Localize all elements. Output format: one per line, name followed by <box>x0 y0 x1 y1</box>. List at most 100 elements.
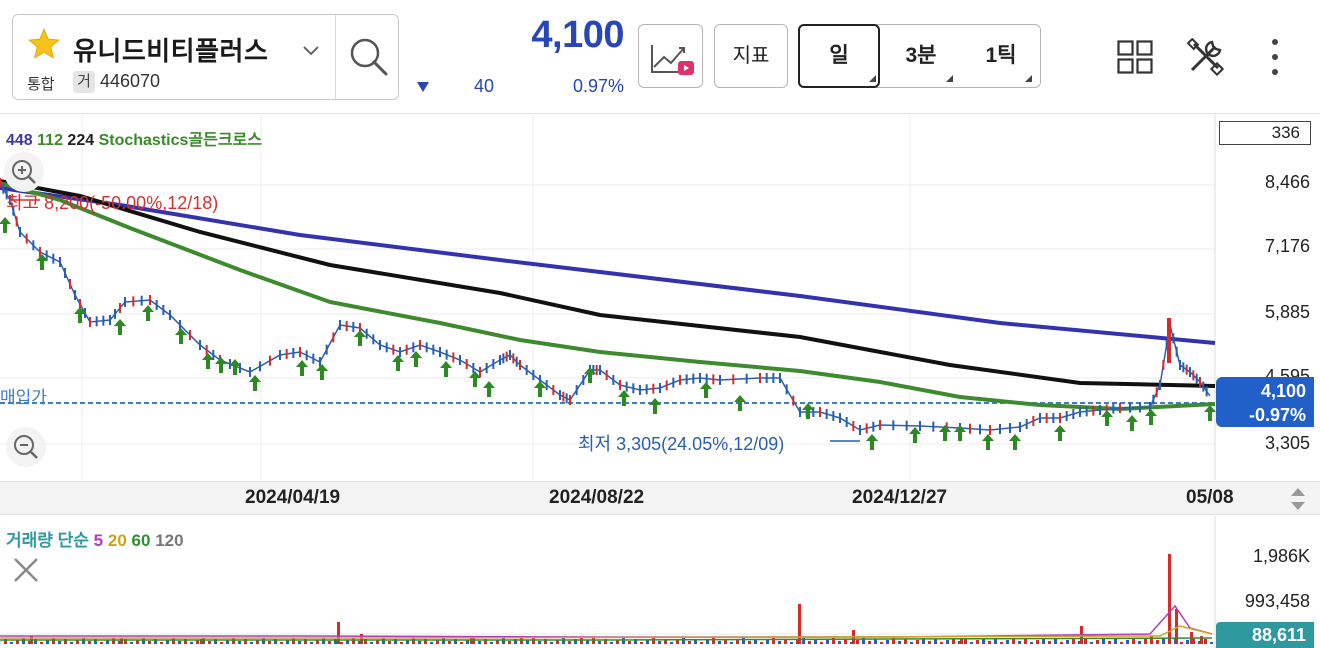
volume-bar <box>802 638 805 644</box>
volume-bar <box>628 641 631 644</box>
star-icon[interactable] <box>27 27 61 61</box>
candle-count[interactable]: 336 <box>1219 121 1311 145</box>
candle <box>149 295 151 305</box>
volume-bar <box>1000 642 1003 644</box>
volume-bar <box>1036 640 1039 644</box>
candle <box>819 407 821 417</box>
volume-bar <box>370 642 373 644</box>
signal-arrow <box>649 398 661 414</box>
candle <box>419 340 421 350</box>
candle <box>179 320 181 330</box>
y-tick-label: 5,885 <box>1264 302 1310 322</box>
code-badge: 거 <box>73 71 95 93</box>
volume-bar <box>778 641 781 644</box>
divider <box>335 15 336 99</box>
volume-bar <box>120 638 123 644</box>
volume-bar <box>1198 641 1201 644</box>
volume-bar <box>1144 639 1147 644</box>
candle <box>512 353 515 364</box>
volume-bar <box>916 640 919 644</box>
tools-icon[interactable] <box>1186 38 1224 76</box>
volume-bar <box>1084 639 1087 644</box>
candle <box>259 361 261 372</box>
stock-name[interactable]: 유니드비티플러스 <box>73 36 269 66</box>
volume-bar <box>790 642 793 644</box>
current-price-value: 4,100 <box>1260 381 1306 401</box>
zoom-out-button[interactable] <box>6 427 46 467</box>
volume-bar <box>838 641 841 644</box>
more-vertical-icon[interactable] <box>1265 36 1285 80</box>
price-chart[interactable] <box>0 114 1320 482</box>
candle <box>2 183 5 194</box>
indicator-button[interactable]: 지표 <box>714 24 788 88</box>
volume-bar <box>430 642 433 644</box>
volume-bar <box>1096 640 1099 644</box>
candle <box>1165 340 1168 350</box>
candle <box>545 380 548 390</box>
volume-bar <box>256 640 259 644</box>
candle <box>249 367 251 377</box>
signal-arrow <box>1009 434 1021 450</box>
stock-selector[interactable]: 유니드비티플러스 통합 거 446070 <box>12 14 399 100</box>
volume-bar <box>1204 639 1207 644</box>
signal-arrow <box>618 390 630 406</box>
volume-ma120: 120 <box>155 531 184 550</box>
candle <box>1167 318 1171 363</box>
volume-bar <box>670 642 673 644</box>
x-axis[interactable] <box>0 481 1320 515</box>
candle <box>1025 419 1028 429</box>
candle <box>979 424 981 435</box>
volume-bar <box>1102 638 1105 644</box>
candle <box>39 247 41 257</box>
volume-bar <box>580 638 583 644</box>
candle <box>52 253 55 264</box>
search-icon[interactable] <box>347 35 391 79</box>
volume-bar <box>268 641 271 644</box>
volume-bar <box>1210 642 1213 644</box>
volume-bar <box>1060 642 1063 644</box>
candle <box>625 381 628 392</box>
volume-bar <box>316 640 319 644</box>
chart-video-button[interactable] <box>638 24 703 88</box>
signal-arrow <box>0 217 11 233</box>
legend-signal: Stochastics골든크로스 <box>98 132 262 149</box>
close-icon[interactable] <box>10 556 42 584</box>
candle <box>509 350 511 360</box>
candle <box>95 316 98 327</box>
candle <box>485 363 488 373</box>
volume-ma5-line <box>0 604 1213 638</box>
volume-bar <box>400 642 403 644</box>
signal-arrow <box>215 357 227 373</box>
grid-icon[interactable] <box>1117 40 1153 74</box>
volume-bar <box>340 642 343 644</box>
volume-bar <box>772 638 775 644</box>
period-3min-tab[interactable]: 3분 <box>905 44 937 67</box>
updown-icon[interactable] <box>1289 486 1307 512</box>
chevron-down-icon[interactable] <box>301 43 321 57</box>
volume-bar <box>394 639 397 644</box>
candle <box>1119 403 1121 413</box>
high-price-label: 최고 8,200(-50.00%,12/18) <box>6 193 219 213</box>
x-tick-label: 2024/08/22 <box>549 487 645 508</box>
volume-bar <box>958 641 961 644</box>
volume-bar <box>1192 638 1195 644</box>
signal-arrow <box>1126 415 1138 431</box>
candle <box>132 296 135 307</box>
x-tick-label: 2024/12/27 <box>852 487 948 508</box>
zoom-in-button[interactable] <box>4 152 44 192</box>
volume-bar <box>592 638 595 644</box>
volume-chart[interactable] <box>0 516 1320 648</box>
buy-price-label: 매입가 <box>0 388 47 407</box>
volume-bar <box>586 640 589 644</box>
volume-bar <box>610 642 613 644</box>
signal-arrow <box>469 371 481 387</box>
candle <box>932 421 935 432</box>
volume-bar <box>874 639 877 644</box>
period-tick-tab[interactable]: 1틱 <box>985 44 1017 67</box>
period-daily-tab[interactable]: 일 <box>798 24 880 88</box>
signal-arrow <box>483 381 495 397</box>
volume-bar <box>798 604 801 644</box>
volume-bar <box>100 642 103 644</box>
volume-bar <box>766 640 769 644</box>
candle <box>1052 413 1055 423</box>
